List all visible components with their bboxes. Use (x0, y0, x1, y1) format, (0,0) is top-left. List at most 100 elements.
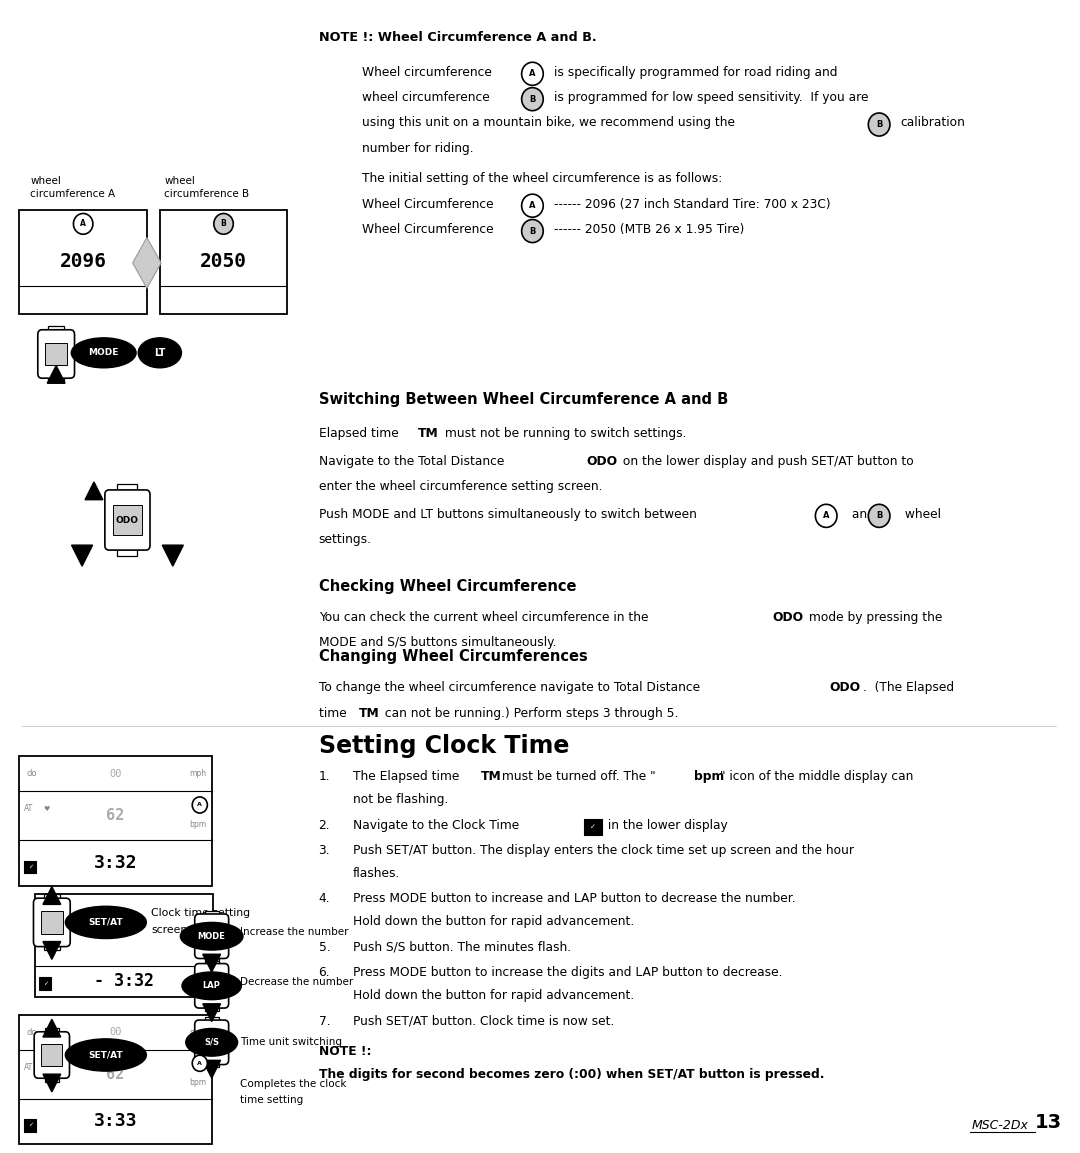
Text: 6.: 6. (319, 966, 330, 979)
Text: 7.: 7. (319, 1015, 330, 1027)
Text: wheel
circumference A: wheel circumference A (30, 176, 116, 198)
Text: calibration: calibration (901, 116, 966, 129)
FancyBboxPatch shape (194, 914, 229, 958)
Circle shape (815, 504, 837, 527)
Text: NOTE !:: NOTE !: (319, 1045, 372, 1057)
Text: A: A (529, 201, 536, 210)
Circle shape (214, 213, 233, 234)
Text: ♥: ♥ (43, 806, 50, 812)
Text: 1.: 1. (319, 770, 330, 783)
Text: TM: TM (418, 427, 438, 439)
Text: A: A (529, 69, 536, 78)
Text: LT: LT (154, 348, 165, 357)
Text: in the lower display: in the lower display (604, 819, 728, 831)
Text: on the lower display and push SET/AT button to: on the lower display and push SET/AT but… (619, 454, 914, 467)
Text: Push SET/AT button. The display enters the clock time set up screen and the hour: Push SET/AT button. The display enters t… (353, 844, 854, 857)
Text: A: A (198, 802, 202, 807)
Bar (45, 342, 67, 366)
Text: Wheel Circumference: Wheel Circumference (362, 223, 494, 236)
Text: ODO: ODO (829, 681, 861, 694)
Text: do: do (27, 1027, 38, 1037)
Bar (49, 374, 64, 382)
Text: mph: mph (189, 1027, 206, 1037)
Text: wheel: wheel (901, 507, 941, 521)
Text: +: + (138, 346, 150, 360)
Text: TM: TM (359, 707, 379, 719)
Text: is specifically programmed for road riding and: is specifically programmed for road ridi… (554, 66, 837, 78)
Text: 00: 00 (109, 1027, 122, 1037)
Polygon shape (85, 482, 103, 499)
Polygon shape (203, 1004, 220, 1022)
Text: Push SET/AT button. Clock time is now set.: Push SET/AT button. Clock time is now se… (353, 1015, 615, 1027)
Text: ------ 2050 (MTB 26 x 1.95 Tire): ------ 2050 (MTB 26 x 1.95 Tire) (554, 223, 744, 236)
Bar (19, 210, 147, 314)
Polygon shape (43, 942, 60, 959)
Text: ✓: ✓ (28, 864, 32, 869)
Text: A: A (80, 219, 86, 228)
Text: A: A (823, 511, 829, 520)
Text: AT: AT (24, 1063, 33, 1071)
Bar (44, 895, 59, 903)
Text: SET/AT: SET/AT (89, 1050, 123, 1060)
Text: MODE: MODE (89, 348, 119, 357)
Bar (35, 894, 213, 997)
Polygon shape (43, 1075, 60, 1092)
Text: bpm: bpm (189, 1078, 206, 1087)
Text: - 3:32: - 3:32 (94, 972, 153, 989)
Bar (41, 911, 63, 934)
Text: wheel circumference: wheel circumference (362, 91, 489, 104)
Text: 4.: 4. (319, 892, 330, 905)
Text: 3:33: 3:33 (94, 1113, 137, 1130)
Circle shape (522, 88, 543, 111)
Text: B: B (529, 95, 536, 104)
Text: mode by pressing the: mode by pressing the (805, 611, 942, 624)
Text: Changing Wheel Circumferences: Changing Wheel Circumferences (319, 649, 588, 664)
FancyBboxPatch shape (105, 490, 150, 550)
Bar (202, 1032, 221, 1053)
Bar (205, 911, 218, 919)
Text: time setting: time setting (240, 1095, 303, 1105)
Polygon shape (43, 887, 60, 904)
Text: B: B (220, 219, 227, 228)
Text: Decrease the number: Decrease the number (240, 978, 353, 987)
Bar (118, 484, 137, 495)
Text: LAP: LAP (203, 981, 220, 990)
Ellipse shape (66, 1039, 147, 1071)
Text: The Elapsed time: The Elapsed time (353, 770, 463, 783)
Bar (205, 1003, 218, 1011)
Bar (205, 1017, 218, 1025)
Polygon shape (133, 238, 161, 288)
Text: Press MODE button to increase and LAP button to decrease the number.: Press MODE button to increase and LAP bu… (353, 892, 796, 905)
Bar (19, 756, 212, 886)
Polygon shape (48, 366, 65, 383)
Text: ODO: ODO (116, 515, 139, 525)
Circle shape (522, 194, 543, 217)
Ellipse shape (138, 338, 181, 368)
Bar (39, 978, 51, 990)
Text: ✓: ✓ (28, 1122, 32, 1128)
Bar (49, 326, 64, 334)
Text: SET/AT: SET/AT (89, 918, 123, 927)
Text: Push S/S button. The minutes flash.: Push S/S button. The minutes flash. (353, 941, 571, 954)
Bar (44, 1028, 59, 1037)
Bar (44, 942, 59, 950)
Text: 3:32: 3:32 (94, 854, 137, 872)
Text: Switching Between Wheel Circumference A and B: Switching Between Wheel Circumference A … (319, 392, 728, 407)
Text: The digits for second becomes zero (:00) when SET/AT button is pressed.: The digits for second becomes zero (:00)… (319, 1068, 824, 1080)
Text: " icon of the middle display can: " icon of the middle display can (720, 770, 914, 783)
Ellipse shape (181, 972, 242, 1000)
Text: ✓: ✓ (43, 981, 48, 986)
Text: Hold down the button for rapid advancement.: Hold down the button for rapid advanceme… (353, 989, 634, 1002)
Ellipse shape (66, 906, 147, 939)
Text: NOTE !: Wheel Circumference A and B.: NOTE !: Wheel Circumference A and B. (319, 31, 596, 44)
Polygon shape (71, 545, 93, 566)
Text: 2096: 2096 (59, 253, 107, 271)
Bar (584, 819, 602, 835)
Text: mph: mph (189, 769, 206, 778)
Bar (24, 860, 36, 873)
Bar (202, 926, 221, 947)
Text: B: B (529, 226, 536, 235)
Text: 2050: 2050 (200, 253, 247, 271)
Text: You can check the current wheel circumference in the: You can check the current wheel circumfe… (319, 611, 652, 624)
Text: number for riding.: number for riding. (362, 142, 473, 155)
